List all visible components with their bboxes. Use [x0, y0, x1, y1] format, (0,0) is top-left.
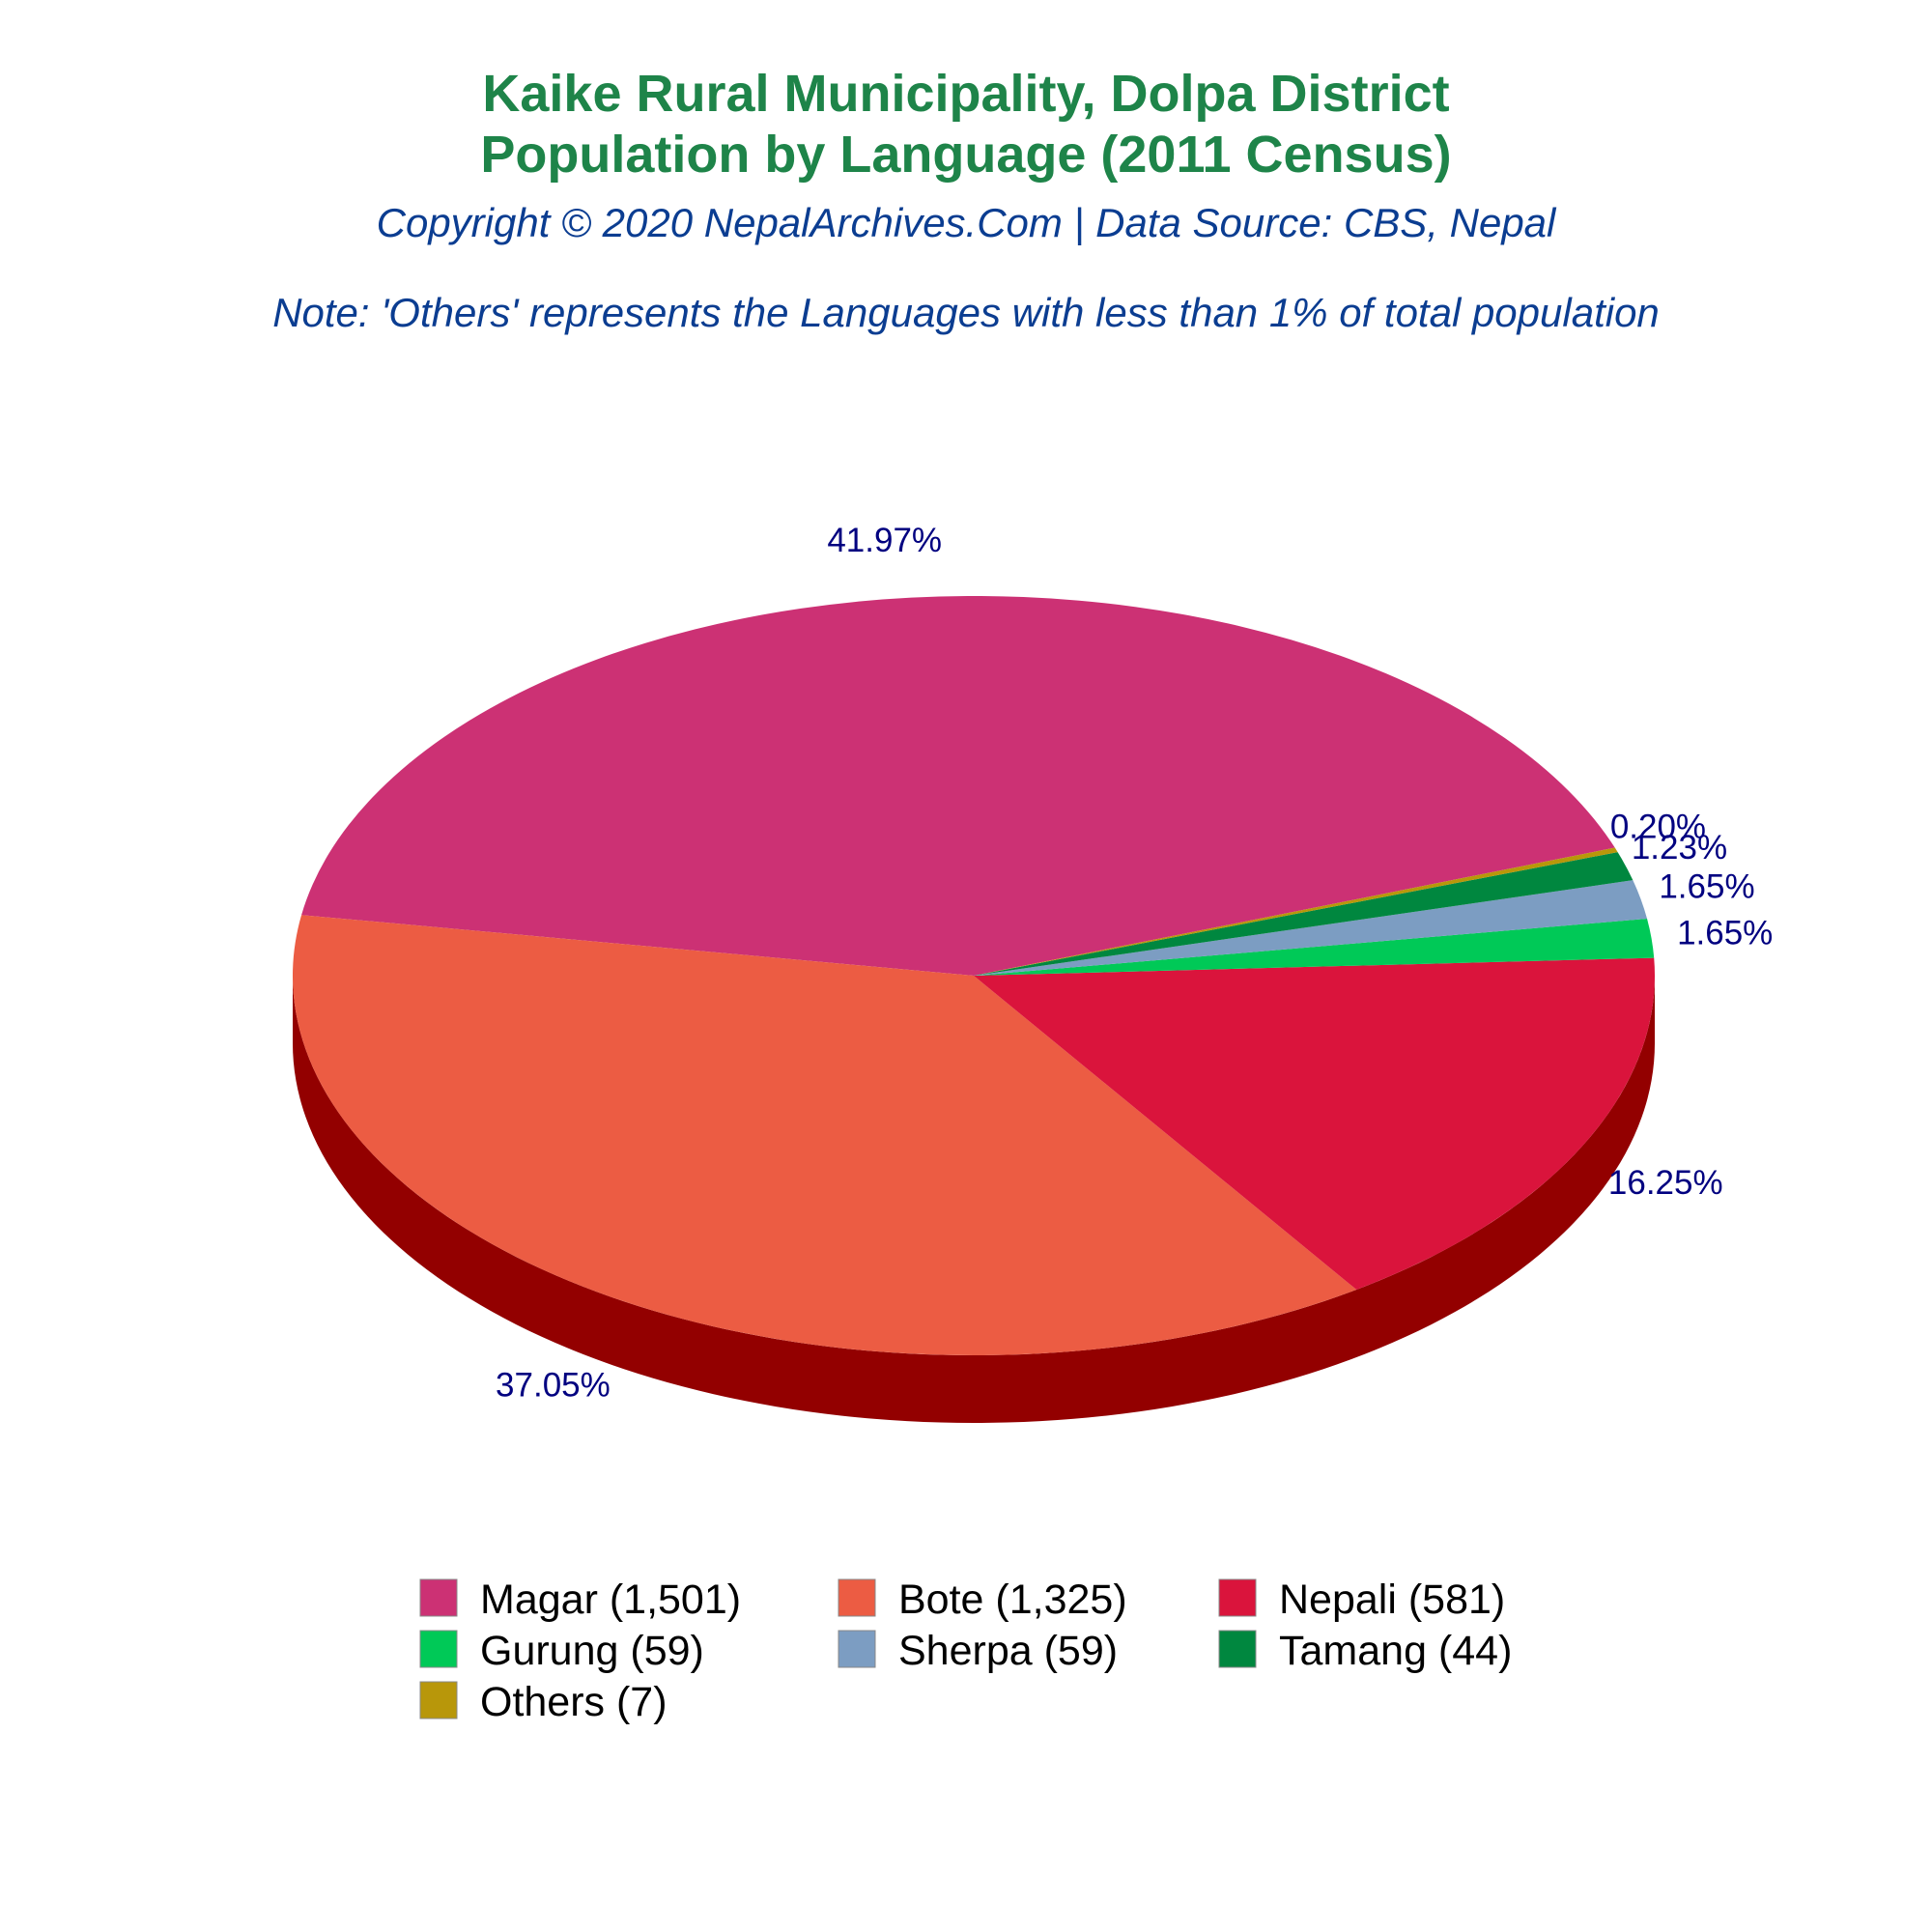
pie-slice-gurung [974, 919, 1655, 976]
legend-label-tamang: Tamang (44) [1279, 1628, 1512, 1674]
legend-swatch-nepali [1218, 1578, 1257, 1617]
legend-swatch-sherpa [838, 1630, 876, 1668]
legend-swatch-tamang [1218, 1630, 1257, 1668]
legend-swatch-magar [419, 1578, 458, 1617]
pie-label-bote: 37.05% [496, 1366, 611, 1404]
pie-percent-labels: 41.97%37.05%16.25%1.65%1.65%1.23%0.20% [496, 522, 1773, 1404]
pie-slice-nepali [974, 957, 1655, 1291]
chart-title-line-1: Kaike Rural Municipality, Dolpa District [482, 65, 1449, 123]
pie-label-sherpa: 1.65% [1659, 868, 1754, 906]
pie-label-magar: 41.97% [827, 522, 942, 559]
legend-label-magar: Magar (1,501) [480, 1577, 741, 1623]
chart-title-line-2: Population by Language (2011 Census) [480, 126, 1451, 184]
copyright-text: Copyright © 2020 NepalArchives.Com | Dat… [377, 200, 1557, 246]
pie-3d-side [293, 976, 1655, 1423]
pie-label-tamang: 1.23% [1632, 829, 1727, 867]
note-text: Note: 'Others' represents the Languages … [272, 290, 1660, 335]
pie-slice-sherpa [974, 880, 1648, 976]
pie-label-gurung: 1.65% [1677, 914, 1773, 952]
pie-slice-bote [293, 915, 1357, 1355]
legend-label-gurung: Gurung (59) [480, 1628, 704, 1674]
legend-swatch-bote [838, 1578, 876, 1617]
pie-label-nepali: 16.25% [1608, 1164, 1723, 1202]
pie-slices [293, 596, 1655, 1355]
pie-label-others: 0.20% [1610, 809, 1706, 846]
pie-slice-tamang [974, 852, 1634, 976]
legend-swatch-others [419, 1681, 458, 1719]
legend-label-sherpa: Sherpa (59) [898, 1628, 1118, 1674]
legend: Magar (1,501) Bote (1,325) Nepali (581) Gur… [419, 1577, 1512, 1725]
legend-label-others: Others (7) [480, 1679, 668, 1725]
legend-label-nepali: Nepali (581) [1279, 1577, 1505, 1623]
pie-side-wall [293, 976, 1655, 1423]
pie-slice-magar [301, 596, 1615, 976]
pie-slice-others [974, 847, 1618, 976]
legend-swatch-gurung [419, 1630, 458, 1668]
legend-label-bote: Bote (1,325) [898, 1577, 1127, 1623]
